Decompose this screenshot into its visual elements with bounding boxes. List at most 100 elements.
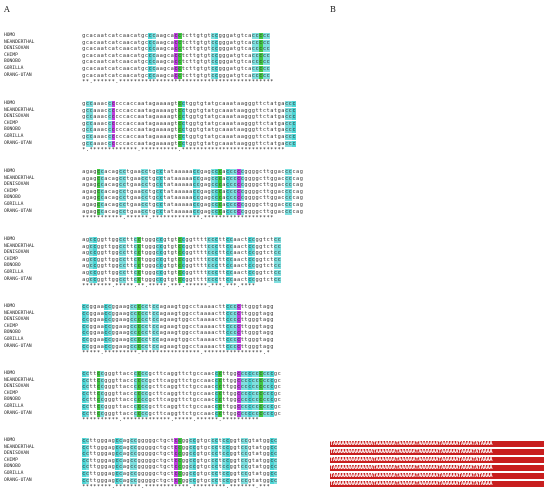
sequence: gcacaatcatcaacatgcccaagcacctcttgtgtccggg… [82, 46, 271, 53]
sequence: agagccacagcctgaacctgcctataaaaaccgagcccac… [82, 182, 304, 189]
species-name: DENISOVAN [4, 250, 29, 256]
sequence: ccggaaccggaagccccctccagaagtggcctaaaacttc… [82, 343, 274, 350]
species-name: BONOBO [4, 59, 21, 65]
species-name: GORILLA [4, 134, 24, 139]
sequence: ccttccgggttaccccccgcttcaggttctgccaaccctt… [82, 377, 281, 384]
species-name: CHIMP [4, 390, 18, 396]
conservation-line: ***********.******.*************.*******… [82, 215, 274, 222]
sequence: gccaaaccccccaccaatagaaaagtcctggtgtatgcaa… [82, 134, 296, 140]
species-name: HOMO [4, 438, 16, 443]
sequence: ccggaaccggaagccccctccagaagtggcctaaaacttc… [82, 330, 274, 337]
sequence: ccttgggagccagccgggggctgctccggccgtgccctcc… [82, 477, 278, 484]
sequence: gccaaaccccccaccaatagaaaagtcctggtgtatgcaa… [82, 114, 296, 121]
species-name: GORILLA [4, 471, 24, 476]
species-name: CHIMP [4, 52, 18, 58]
conservation-line: **.******.******************************… [82, 79, 274, 86]
panel-label-a: A [4, 5, 10, 14]
conservation-line: *.*************.**********.*************… [82, 147, 285, 154]
sequence: agccggttggccttcctgggccgtgtccggttttcccttc… [82, 270, 282, 276]
species-name: BONOBO [4, 263, 21, 269]
sequence: agagccacagcctgaacctgcctataaaaaccgagcccac… [82, 175, 304, 182]
species-name: NEANDERTHAL [4, 243, 35, 249]
species-name: BONOBO [4, 397, 21, 403]
sequence: agagccacagcctgaacctgcctataaaaaccgagcccac… [82, 188, 304, 195]
panel-b-row: TAAAAAAAAAAAAAATAAAAAAATAAAAAATAAAAAAATA… [330, 465, 544, 471]
species-name: NEANDERTHAL [4, 310, 35, 316]
panel-b-row: TAAAAAAAAAAAAAATAAAAAAATAAAAAATAAAAAAATA… [330, 441, 544, 447]
species-name: DENISOVAN [4, 46, 29, 52]
sequence: ccttgggagccagccgggggctgctccggccgtgccctcc… [82, 457, 278, 464]
species-name: CHIMP [4, 256, 18, 262]
sequence: ccttccgggttaccccccgcttcaggttctgccaaccctt… [82, 404, 281, 410]
sequence: ccggaaccggaagccccctccagaagtggcctaaaacttc… [82, 337, 274, 343]
species-name: HOMO [4, 304, 16, 309]
species-name: CHIMP [4, 457, 18, 463]
sequence: agccggttggccttcctgggccgtgtccggttttcccttc… [82, 276, 282, 283]
species-name: GORILLA [4, 337, 24, 342]
species-name: HOMO [4, 101, 16, 106]
sequence: gcacaatcatcaacatgcccaagcacctcttgtgtccggg… [82, 59, 271, 66]
sequence: ccttccgggttaccccccgcttcaggttctgccaaccctt… [82, 390, 281, 397]
species-name: GORILLA [4, 404, 24, 409]
sequence: ccggaaccggaagccccctccagaagtggcctaaaacttc… [82, 317, 274, 324]
conservation-line: **********.*************.*****.******.**… [82, 417, 259, 424]
sequence: gccaaaccccccaccaatagaaaagtcctggtgtatgcaa… [82, 107, 296, 114]
species-name: DENISOVAN [4, 182, 29, 188]
sequence: agccggttggccttcctgggccgtgtccggttttcccttc… [82, 237, 282, 243]
sequence: ccttgggagccagccgggggctgctccggccgtgccctcc… [82, 438, 278, 444]
species-name: DENISOVAN [4, 384, 29, 390]
sequence: agagccacagcctgaacctgcctataaaaaccgagcccac… [82, 202, 304, 208]
sequence: gcacaatcatcaacatgcccaagcacctcttgtgtccggg… [82, 72, 271, 79]
species-name: ORANG-UTAN [4, 410, 32, 416]
species-name: NEANDERTHAL [4, 377, 35, 383]
species-name: ORANG-UTAN [4, 477, 32, 483]
panel-b-row: TAAAAAAAAAAAAAATAAAAAAATAAAAAATAAAAAAATA… [330, 481, 544, 487]
species-name: GORILLA [4, 270, 24, 275]
panel-b-row: TAAAAAAAAAAAAAATAAAAAAATAAAAAATAAAAAAATA… [330, 457, 544, 463]
sequence: gccaaaccccccaccaatagaaaagtcctggtgtatgcaa… [82, 120, 296, 127]
species-name: GORILLA [4, 66, 24, 71]
species-name: ORANG-UTAN [4, 140, 32, 146]
sequence: ccttgggagccagccgggggctgctccggccgtgccctcc… [82, 471, 278, 477]
species-name: NEANDERTHAL [4, 39, 35, 45]
sequence: ccttccgggttaccccccgcttcaggttctgccaaccctt… [82, 410, 281, 417]
species-name: HOMO [4, 33, 16, 38]
sequence: ccttccgggttaccccccgcttcaggttctgccaaccctt… [82, 371, 281, 377]
species-name: CHIMP [4, 120, 18, 126]
sequence: gccaaaccccccaccaatagaaaagtcctggtgtatgcaa… [82, 101, 296, 107]
species-name: ORANG-UTAN [4, 276, 32, 282]
sequence: gcacaatcatcaacatgcccaagcacctcttgtgtccggg… [82, 33, 271, 39]
species-name: ORANG-UTAN [4, 343, 32, 349]
sequence: ccggaaccggaagccccctccagaagtggcctaaaacttc… [82, 310, 274, 317]
sequence: ccttgggagccagccgggggctgctccggccgtgccctcc… [82, 444, 278, 451]
conservation-line: ********.*****.**.*****.***.******.***.*… [82, 283, 256, 290]
sequence: agccggttggccttcctgggccgtgtccggttttcccttc… [82, 263, 282, 270]
sequence: ccttccgggttaccccccgcttcaggttctgccaaccctt… [82, 384, 281, 391]
species-name: CHIMP [4, 323, 18, 329]
species-name: BONOBO [4, 195, 21, 201]
species-name: ORANG-UTAN [4, 72, 32, 78]
panel-b-row: TAAAAAAAAAAAAAATAAAAAAATAAAAAATAAAAAAATA… [330, 449, 544, 455]
species-name: GORILLA [4, 202, 24, 207]
sequence: gcacaatcatcaacatgcccaagcacctcttgtgtccggg… [82, 66, 271, 72]
sequence: ccttgggagccagccgggggctgctccggccgtgccctcc… [82, 451, 278, 458]
sequence: gcacaatcatcaacatgcccaagcacctcttgtgtccggg… [82, 39, 271, 46]
species-name: DENISOVAN [4, 317, 29, 323]
sequence: gccaaaccccccaccaatagaaaagtcctggtgtatgcaa… [82, 140, 296, 147]
sequence: gccaaaccccccaccaatagaaaagtcctggtgtatgcaa… [82, 127, 296, 134]
conservation-line: ********.*******.************.*********.… [82, 484, 270, 491]
conservation-line: *****.*********.****************.*******… [82, 350, 270, 357]
species-name: ORANG-UTAN [4, 208, 32, 214]
sequence: agccggttggccttcctgggccgtgtccggttttcccttc… [82, 243, 282, 250]
species-name: HOMO [4, 169, 16, 174]
sequence: agccggttggccttcctgggccgtgtccggttttcccttc… [82, 250, 282, 257]
sequence: agagccacagcctgaacctgcctataaaaaccgagcccac… [82, 195, 304, 202]
species-name: HOMO [4, 371, 16, 376]
species-name: NEANDERTHAL [4, 444, 35, 450]
species-name: BONOBO [4, 127, 21, 133]
species-name: NEANDERTHAL [4, 107, 35, 113]
sequence: ccttccgggttaccccccgcttcaggttctgccaaccctt… [82, 397, 281, 404]
species-name: HOMO [4, 237, 16, 242]
species-name: CHIMP [4, 188, 18, 194]
sequence: ccggaaccggaagccccctccagaagtggcctaaaacttc… [82, 304, 274, 310]
